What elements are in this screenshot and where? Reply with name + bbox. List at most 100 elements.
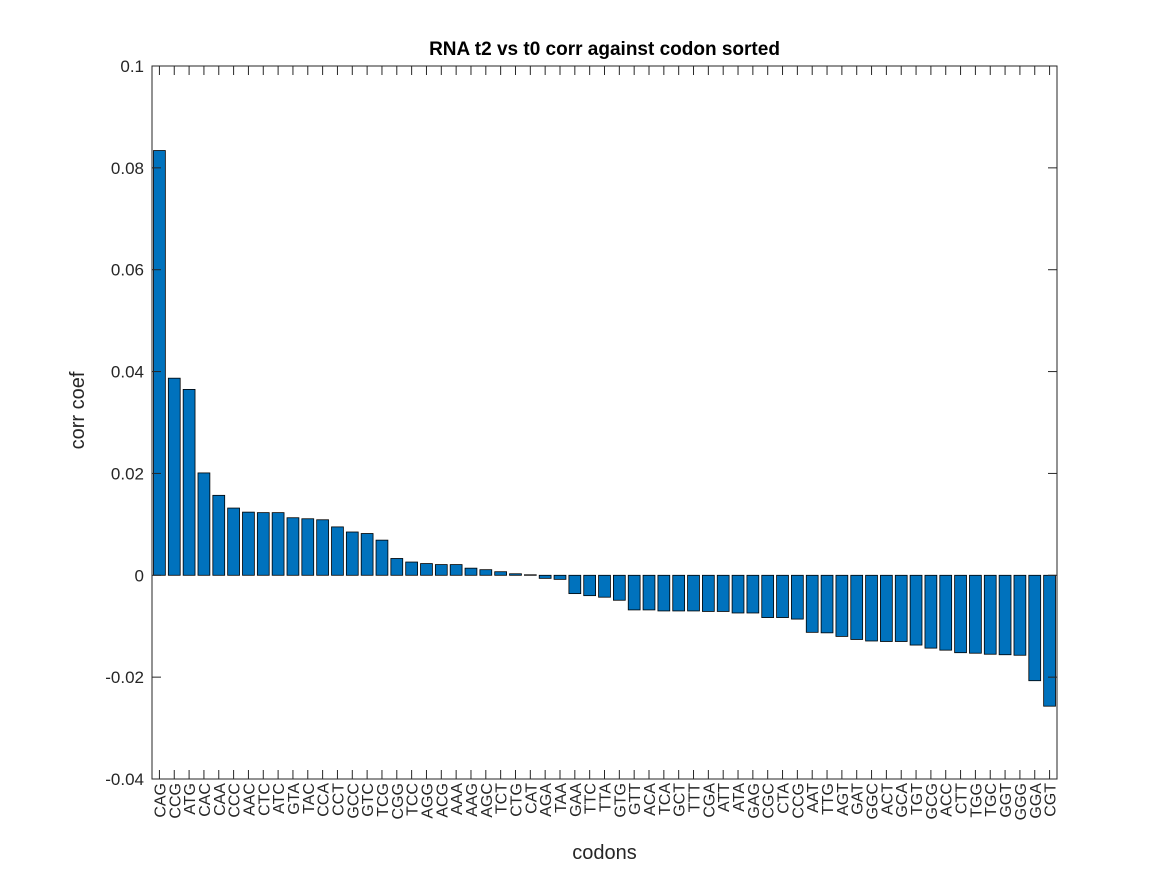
bar-TGT [909, 574, 923, 646]
y-tick-label: 0.02 [111, 464, 144, 483]
bar-GTT [627, 574, 641, 611]
bar-AAC [242, 511, 255, 576]
y-axis-label: corr coef [67, 371, 89, 449]
bar-GCT [672, 574, 686, 612]
x-tick-label-AAC: AAC [241, 783, 258, 816]
bar-ATT [716, 574, 730, 612]
x-tick-label-TAA: TAA [553, 783, 570, 813]
bar-AAA [449, 564, 463, 576]
x-tick-label-AAA: AAA [449, 783, 466, 815]
x-tick-label-CAT: CAT [523, 783, 540, 814]
x-tick-label-ACC: ACC [939, 783, 956, 817]
y-tick-label: 0.04 [111, 363, 144, 382]
bar-AGA [538, 574, 552, 579]
bar-ATA [731, 574, 745, 614]
x-tick-label-CGA: CGA [701, 783, 718, 818]
bar-TAC [301, 518, 315, 576]
x-tick-label-CCT: CCT [330, 783, 347, 816]
bar-TGC [983, 574, 997, 655]
x-tick-label-CAC: CAC [197, 783, 214, 817]
bars-layer [153, 150, 1056, 707]
x-tick-label-GTA: GTA [286, 783, 303, 815]
x-tick-label-CTC: CTC [256, 783, 273, 816]
x-tick-label-ATC: ATC [271, 783, 288, 814]
bar-TCG [375, 539, 389, 576]
x-tick-label-CCA: CCA [316, 783, 333, 817]
bar-CGC [761, 574, 775, 618]
x-tick-label-ATG: ATG [182, 783, 199, 815]
x-tick-label-GTG: GTG [612, 783, 629, 818]
bar-TTT [687, 574, 700, 612]
x-tick-label-GGT: GGT [998, 783, 1015, 818]
x-tick-label-GCG: GCG [924, 783, 941, 819]
bar-TAA [553, 574, 567, 580]
x-tick-label-AAT: AAT [805, 783, 822, 813]
y-tick-label: 0.08 [111, 159, 144, 178]
bar-TCA [657, 574, 671, 612]
bar-TGG [969, 574, 982, 654]
bar-AAT [805, 574, 819, 633]
y-tick-label: 0 [135, 566, 144, 585]
y-tick-label: 0.06 [111, 261, 144, 280]
x-tick-label-AGC: AGC [479, 783, 496, 818]
bar-GCG [924, 574, 938, 649]
x-tick-label-CTA: CTA [776, 783, 793, 814]
x-tick-label-GAA: GAA [568, 783, 585, 817]
x-tick-label-TTG: TTG [820, 783, 837, 815]
x-tick-label-TCA: TCA [657, 783, 674, 815]
bar-TTC [583, 574, 596, 597]
x-tick-label-CGG: CGG [390, 783, 407, 819]
x-tick-label-GGG: GGG [1013, 783, 1030, 820]
x-tick-label-ACA: ACA [642, 783, 659, 816]
x-tick-label-TAC: TAC [301, 783, 318, 814]
x-tick-label-TGT: TGT [909, 783, 926, 815]
x-tick-label-GAT: GAT [850, 783, 867, 815]
bar-ACG [434, 564, 448, 576]
bar-ACA [642, 574, 656, 611]
x-tick-label-CTT: CTT [954, 783, 971, 814]
y-tick-label: -0.02 [105, 668, 144, 687]
bar-ATG [182, 388, 196, 576]
bar-GGA [1028, 574, 1042, 682]
x-tick-label-CGC: CGC [761, 783, 778, 819]
bar-GAA [568, 574, 582, 595]
x-tick-label-AGG: AGG [419, 783, 436, 819]
x-tick-label-ATT: ATT [716, 783, 733, 812]
bar-CTG [509, 573, 522, 576]
x-tick-label-ATA: ATA [731, 783, 748, 812]
x-tick-label-GGA: GGA [1028, 783, 1045, 819]
y-tick-label: 0.1 [120, 57, 144, 76]
chart-title: RNA t2 vs t0 corr against codon sorted [429, 39, 780, 60]
x-tick-label-AGT: AGT [835, 783, 852, 816]
bar-ACT [880, 574, 893, 642]
bar-AGT [835, 574, 849, 637]
x-tick-label-TCT: TCT [494, 783, 511, 814]
bar-GTC [360, 533, 374, 576]
x-tick-label-ACG: ACG [434, 783, 451, 818]
bar-TCC [405, 561, 418, 576]
bar-ATC [271, 512, 285, 576]
x-tick-label-CCG: CCG [167, 783, 184, 819]
bar-GTA [286, 517, 300, 576]
bar-CAT [523, 574, 537, 576]
bar-ACC [939, 574, 953, 651]
x-tick-label-CCC: CCC [227, 783, 244, 818]
x-tick-label-CGT: CGT [1043, 783, 1060, 817]
bar-AAG [464, 567, 478, 576]
bar-CGT [1043, 574, 1056, 707]
bar-GGG [1013, 574, 1027, 656]
x-tick-label-GTC: GTC [360, 783, 377, 817]
x-tick-label-GCA: GCA [894, 783, 911, 818]
x-tick-label-TTT: TTT [687, 783, 704, 813]
bar-CAA [212, 494, 226, 576]
x-tick-label-TTA: TTA [598, 783, 615, 812]
bar-CGG [390, 558, 404, 576]
x-tick-label-CTG: CTG [508, 783, 525, 817]
bar-CTC [256, 512, 270, 576]
x-tick-label-GCC: GCC [345, 783, 362, 819]
plot-box [151, 65, 1058, 780]
bar-GGC [865, 574, 878, 642]
x-tick-label-CAG: CAG [152, 783, 169, 818]
bar-AGG [420, 563, 433, 576]
